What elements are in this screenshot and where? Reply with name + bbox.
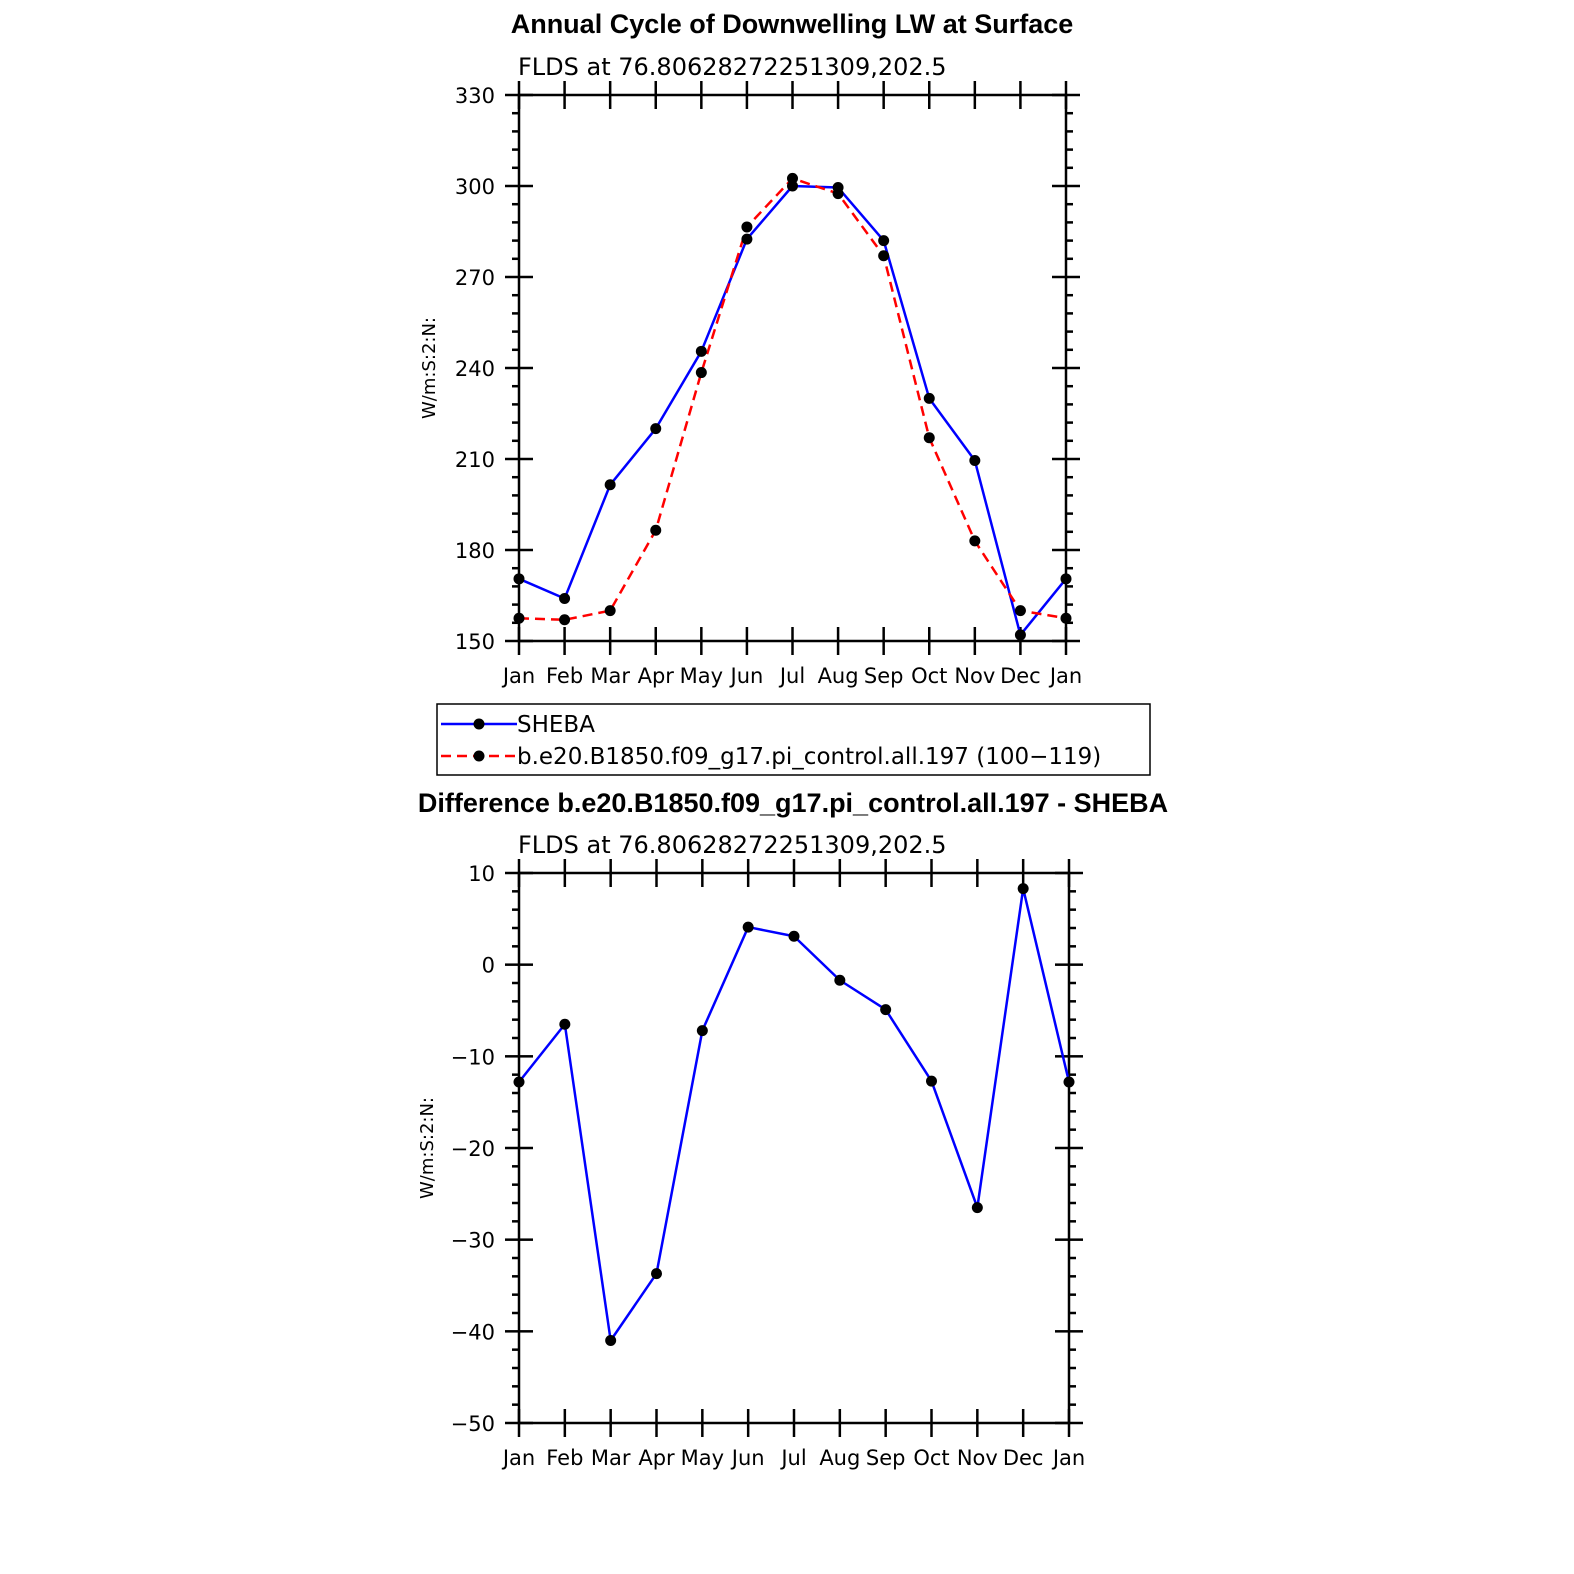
chart2-ytick-label: −40 (451, 1320, 495, 1344)
chart2-plot: Jan Feb Mar Apr May Jun Jul Aug Sep Oct Nov Dec Jan−… (451, 859, 1085, 1470)
chart1-series-0-point (923, 392, 935, 404)
chart2-series-0-point (880, 1004, 892, 1016)
chart1-plot: Jan Feb Mar Apr May Jun Jul Aug Sep Oct Nov Dec Jan1… (455, 81, 1082, 688)
chart1-series-1-point (832, 188, 844, 200)
chart2-xtick-label: Dec (1003, 1446, 1044, 1470)
chart1-ytick-label: 270 (455, 266, 495, 290)
chart2-xtick-label: Apr (638, 1446, 675, 1470)
chart1-title: Annual Cycle of Downwelling LW at Surfac… (511, 9, 1074, 39)
chart1-xtick-label: Jan (501, 664, 535, 688)
chart1-series-1-point (604, 605, 616, 617)
chart1-ytick-label: 300 (455, 175, 495, 199)
chart2-ytick-label: 10 (468, 862, 495, 886)
chart1-series-1-point (1014, 605, 1026, 617)
chart1-xtick-label: Aug (818, 664, 859, 688)
chart1-series-0-point (1014, 629, 1026, 641)
chart2-series-0-point (513, 1076, 525, 1088)
legend-sheba-marker (473, 718, 485, 730)
chart1-series-1-point (650, 524, 662, 536)
chart1-series-0-point (650, 423, 662, 435)
legend-sheba-label: SHEBA (517, 712, 595, 738)
chart2-series-0-point (559, 1018, 571, 1030)
chart2-xtick-label: Jun (730, 1446, 765, 1470)
chart2-ytick-label: −10 (451, 1045, 495, 1069)
chart2-xtick-label: Feb (546, 1446, 583, 1470)
chart1-series-0-point (741, 233, 753, 245)
chart1-xtick-label: Jun (729, 664, 764, 688)
chart1-subtitle: FLDS at 76.80628272251309,202.5 (518, 53, 947, 81)
chart2-series-0-point (788, 930, 800, 942)
chart1-series-1-point (878, 250, 890, 262)
chart1-xtick-label: Oct (911, 664, 947, 688)
chart1-series-1-point (969, 535, 981, 547)
chart2-xtick-label: Jan (501, 1446, 535, 1470)
chart2-ytick-label: −30 (451, 1229, 495, 1253)
chart2-subtitle: FLDS at 76.80628272251309,202.5 (518, 831, 947, 859)
chart1-ytick-label: 180 (455, 539, 495, 563)
chart1-ytick-label: 210 (455, 448, 495, 472)
chart2-series-0-point (696, 1025, 708, 1037)
chart1-series-0-point (1060, 573, 1072, 585)
chart1-series-1-point (741, 221, 753, 233)
chart1-xtick-label: Jan (1048, 664, 1082, 688)
chart1-ytick-label: 150 (455, 630, 495, 654)
chart1-series-0-point (604, 479, 616, 491)
chart1-xtick-label: Jul (778, 664, 805, 688)
chart2-series-0-point (651, 1268, 662, 1280)
chart1-series-0-point (878, 235, 890, 247)
chart2-xtick-label: May (681, 1446, 724, 1470)
chart2-ytick-label: 0 (482, 954, 495, 978)
chart2-series-0-point (605, 1335, 617, 1346)
chart2-title: Difference b.e20.B1850.f09_g17.pi_contro… (418, 788, 1168, 818)
chart1-series-0-point (969, 455, 981, 467)
chart1-xtick-label: Dec (1000, 664, 1041, 688)
chart1-xtick-label: Sep (864, 664, 904, 688)
legend: SHEBA b.e20.B1850.f09_g17.pi_control.all… (436, 703, 1151, 776)
chart2-series-0-point (1017, 883, 1029, 895)
chart2-xtick-label: Mar (591, 1446, 631, 1470)
legend-model-label: b.e20.B1850.f09_g17.pi_control.all.197 (… (517, 744, 1101, 770)
chart1-series-0-point (695, 345, 707, 357)
chart2-xtick-label: Sep (866, 1446, 906, 1470)
chart2-series-0-point (971, 1202, 983, 1214)
chart1-xtick-label: Nov (954, 664, 995, 688)
chart1-series-1-point (1060, 612, 1072, 624)
chart1-series-1-point (695, 367, 707, 379)
chart2-ytick-label: −20 (451, 1137, 495, 1161)
chart2-ylabel: W/m:S:2:N: (417, 1097, 438, 1199)
chart1-ytick-label: 330 (455, 84, 495, 108)
legend-box (436, 703, 1151, 776)
legend-model-marker (473, 750, 485, 762)
chart2-xtick-label: Nov (957, 1446, 998, 1470)
chart1-series-0-point (513, 573, 525, 585)
chart2-xtick-label: Jan (1051, 1446, 1085, 1470)
chart2-series-0-point (742, 921, 754, 933)
chart2-series-0-point (1063, 1076, 1075, 1088)
chart1-xtick-label: May (680, 664, 723, 688)
chart2-series-0-point (926, 1075, 937, 1087)
chart1-xtick-label: Mar (590, 664, 630, 688)
chart1-ylabel: W/m:S:2:N: (419, 317, 440, 419)
chart2-xtick-label: Jul (779, 1446, 806, 1470)
chart1-xtick-label: Apr (638, 664, 675, 688)
chart1-series-1-point (923, 432, 935, 444)
chart1-xtick-label: Feb (546, 664, 583, 688)
chart1-ytick-label: 240 (455, 357, 495, 381)
chart1-series-1-point (787, 172, 798, 184)
chart1-series-1-point (513, 612, 525, 624)
chart2-xtick-label: Oct (913, 1446, 949, 1470)
chart2-xtick-label: Aug (819, 1446, 860, 1470)
chart2-ytick-label: −50 (451, 1412, 495, 1436)
chart1-series-0-point (559, 593, 571, 605)
chart1-series-1-point (559, 614, 571, 626)
chart1-series-0-point (787, 180, 798, 192)
chart2-series-0-point (834, 974, 846, 986)
